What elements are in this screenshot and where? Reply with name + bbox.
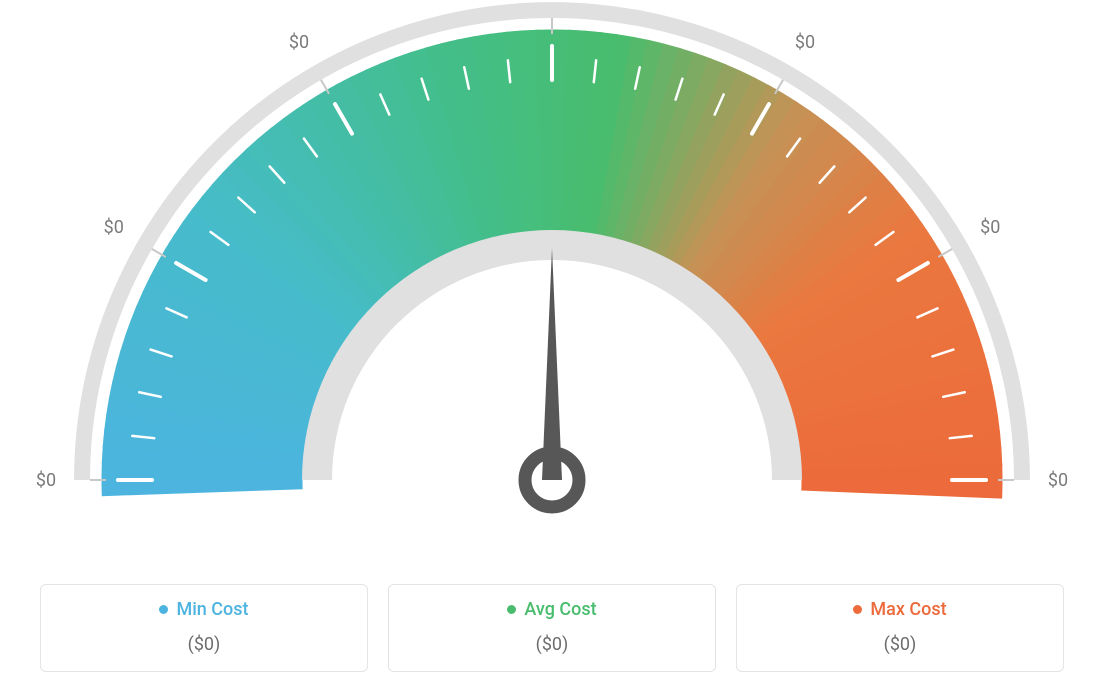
legend-label-min: Min Cost bbox=[176, 599, 248, 620]
dot-icon bbox=[853, 605, 862, 614]
legend-value-max: ($0) bbox=[745, 634, 1055, 655]
legend-label-avg: Avg Cost bbox=[524, 599, 596, 620]
legend-label-max: Max Cost bbox=[870, 599, 946, 620]
svg-text:$0: $0 bbox=[980, 217, 1000, 238]
gauge-svg: $0$0$0$0$0$0$0 bbox=[0, 0, 1104, 560]
legend-item-avg: Avg Cost ($0) bbox=[388, 584, 716, 672]
legend-value-avg: ($0) bbox=[397, 634, 707, 655]
legend-title-max: Max Cost bbox=[853, 599, 946, 620]
legend-item-min: Min Cost ($0) bbox=[40, 584, 368, 672]
svg-text:$0: $0 bbox=[104, 217, 124, 238]
gauge-chart: $0$0$0$0$0$0$0 bbox=[0, 0, 1104, 560]
svg-text:$0: $0 bbox=[36, 470, 56, 491]
svg-text:$0: $0 bbox=[1048, 470, 1068, 491]
legend-title-min: Min Cost bbox=[159, 599, 248, 620]
dot-icon bbox=[159, 605, 168, 614]
legend-row: Min Cost ($0) Avg Cost ($0) Max Cost ($0… bbox=[40, 584, 1064, 672]
svg-text:$0: $0 bbox=[795, 32, 815, 53]
legend-value-min: ($0) bbox=[49, 634, 359, 655]
dot-icon bbox=[507, 605, 516, 614]
legend-title-avg: Avg Cost bbox=[507, 599, 596, 620]
legend-item-max: Max Cost ($0) bbox=[736, 584, 1064, 672]
svg-text:$0: $0 bbox=[289, 32, 309, 53]
